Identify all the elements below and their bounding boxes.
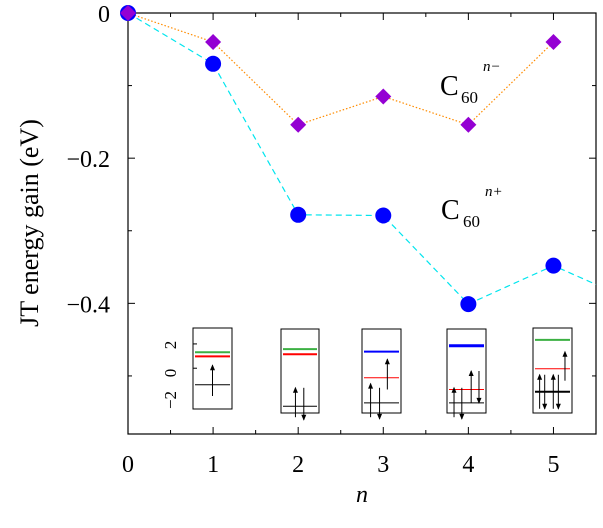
inset-box-n1 xyxy=(192,327,233,410)
series-line-anion xyxy=(127,12,554,126)
x-tick-label: 1 xyxy=(207,452,219,478)
inset-frame xyxy=(280,328,320,414)
x-axis-label: n xyxy=(356,482,368,508)
svg-text:60: 60 xyxy=(461,88,478,107)
inset-box-n2 xyxy=(280,328,320,421)
inset-frame xyxy=(361,328,402,414)
y-axis-label: JT energy gain (eV) xyxy=(15,119,44,327)
y-tick-label: −0.2 xyxy=(66,147,110,173)
x-tick-label: 4 xyxy=(462,452,474,478)
data-point-cation xyxy=(375,207,392,224)
inset-axis-label: −2 xyxy=(161,391,180,409)
data-point-anion xyxy=(205,34,222,51)
x-tick-label: 5 xyxy=(547,452,559,478)
inset-box-n4 xyxy=(446,328,487,420)
arrow-head xyxy=(476,397,482,404)
arrow-head xyxy=(537,373,543,380)
x-tick-label: 0 xyxy=(122,452,134,478)
inset-level-diagrams: −2 0 2 xyxy=(161,327,573,421)
svg-text:C: C xyxy=(440,71,459,102)
arrow-head xyxy=(562,350,568,357)
arrow-head xyxy=(550,373,556,380)
series-layer xyxy=(120,5,597,313)
axes: 0 1 2 3 4 5 0 −0.2 −0.4 xyxy=(66,2,597,478)
plot-frame xyxy=(127,12,597,435)
inset-box-n5 xyxy=(532,327,573,414)
data-point-anion xyxy=(120,5,136,21)
inset-axis-label: 0 xyxy=(161,369,180,378)
inset-box-n3 xyxy=(361,328,402,420)
arrow-head xyxy=(292,386,298,393)
series-line-cation xyxy=(127,12,597,305)
svg-text:60: 60 xyxy=(463,212,480,231)
x-tick-label: 3 xyxy=(377,452,389,478)
data-point-anion xyxy=(290,116,307,133)
arrow-head xyxy=(451,386,457,393)
y-tick-label: −0.4 xyxy=(66,292,110,318)
svg-text:n+: n+ xyxy=(485,184,503,200)
data-point-cation xyxy=(205,55,222,72)
arrow-head xyxy=(468,370,474,376)
data-point-anion xyxy=(460,116,477,133)
arrow-head xyxy=(384,358,390,365)
data-point-anion xyxy=(545,34,562,51)
arrow-head xyxy=(459,413,465,420)
x-tick-label: 2 xyxy=(292,452,304,478)
legend-label-cation: C 60 n+ xyxy=(441,184,503,231)
arrow-head xyxy=(542,403,548,410)
data-point-cation xyxy=(460,296,477,313)
data-point-cation xyxy=(290,206,307,223)
arrow-head xyxy=(368,382,374,389)
arrow-head xyxy=(210,364,215,371)
arrow-head xyxy=(301,414,307,421)
svg-text:n−: n− xyxy=(483,59,501,75)
svg-text:C: C xyxy=(441,195,460,226)
data-point-anion xyxy=(375,88,392,105)
y-tick-label: 0 xyxy=(98,2,110,28)
arrow-head xyxy=(555,403,561,410)
inset-axis-label: 2 xyxy=(161,341,180,350)
legend-label-anion: C 60 n− xyxy=(440,59,501,107)
arrow-head xyxy=(377,413,383,420)
data-point-cation xyxy=(545,257,562,274)
